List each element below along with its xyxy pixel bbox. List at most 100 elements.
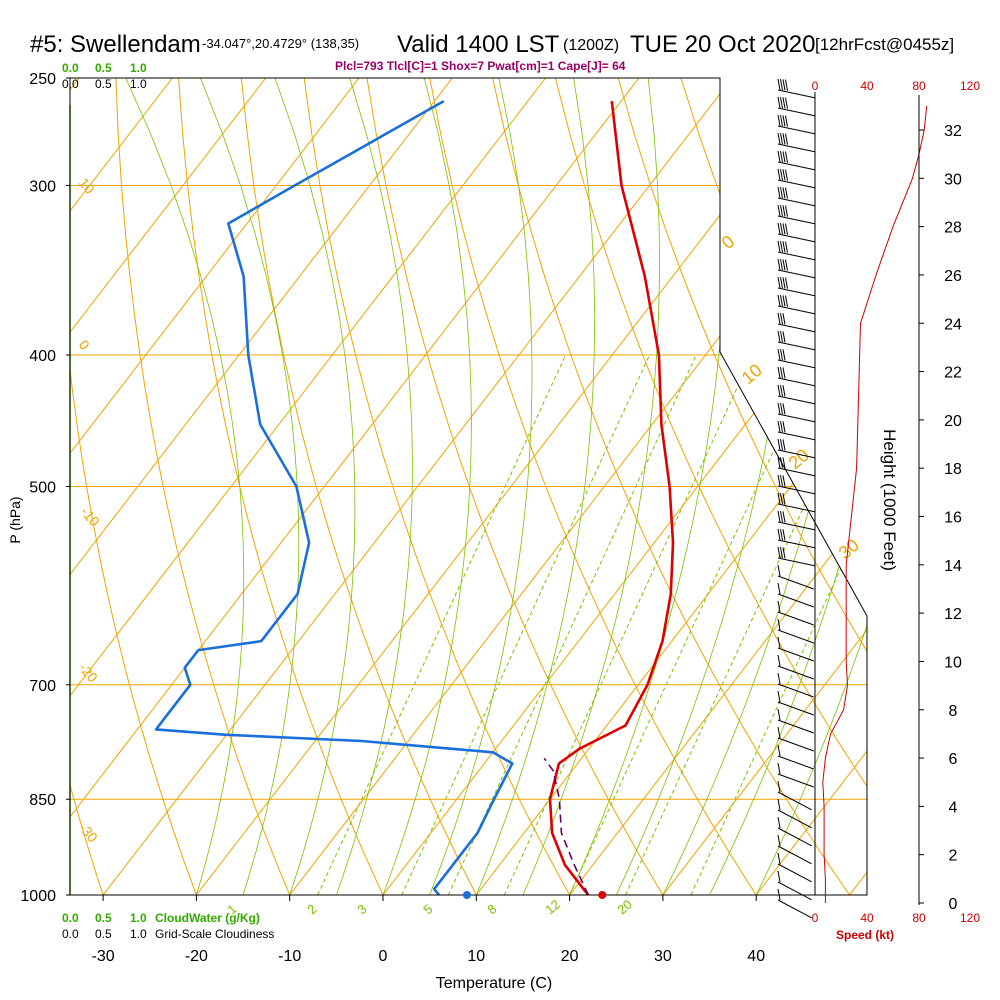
y-tick-label: 250: [29, 71, 56, 88]
wind-barb: [777, 323, 816, 333]
wind-barb-flag: [782, 277, 786, 289]
wind-barb: [777, 467, 816, 477]
wind-barb: [777, 773, 814, 788]
wind-barb: [777, 305, 816, 315]
wind-barb-flag: [782, 385, 786, 397]
moist-adiabat: [475, 78, 596, 895]
valid-time: Valid 1400 LST: [397, 31, 560, 58]
y-tick-label: 500: [29, 480, 56, 497]
wind-barb: [777, 431, 816, 441]
x-tick-label: 0: [379, 948, 388, 965]
wind-barb-flag: [780, 367, 783, 379]
wind-barb-flag: [780, 295, 783, 307]
wind-barb-flag: [780, 241, 783, 253]
cloudwater-tick-top: 1.0: [130, 61, 147, 75]
height-tick-label: 0: [949, 896, 958, 913]
wind-barb: [777, 575, 814, 590]
speed-tick-top: 120: [960, 79, 980, 93]
forecast-info: [12hrFcst@0455z]: [815, 35, 954, 54]
wind-barb-flag: [782, 97, 786, 109]
speed-tick-bottom: 40: [860, 911, 874, 925]
moist-adiabat: [429, 78, 533, 895]
wind-barb-flag: [777, 222, 781, 235]
isotherm-line: [70, 78, 360, 895]
wind-barb: [777, 683, 814, 698]
wind-barb-flag: [777, 114, 781, 127]
wind-barb-flag: [777, 258, 781, 271]
cloudiness-tick-bottom: 1.0: [130, 927, 147, 941]
wind-barb-flag: [777, 600, 781, 613]
wind-barb-flag: [777, 240, 781, 253]
wind-barb-flag: [777, 618, 781, 631]
wind-barb: [777, 611, 814, 626]
wind-barb-flag: [780, 97, 783, 109]
wind-barb-flag: [785, 223, 788, 235]
wind-barb-flag: [785, 79, 788, 91]
isotherm-line: [70, 78, 267, 895]
wind-barb-flag: [777, 150, 781, 163]
moist-adiabat: [200, 78, 300, 895]
wind-barb-flag: [777, 870, 781, 883]
wind-barb-flag: [777, 456, 781, 469]
isotherm-line: [70, 78, 640, 895]
wind-barb-flag: [780, 259, 783, 271]
isotherm-line: [662, 78, 867, 895]
x-axis-label: Temperature (C): [436, 975, 552, 992]
wind-barb-flag: [780, 493, 783, 505]
mixing-ratio-label: 8: [484, 901, 499, 917]
wind-barb-flag: [777, 294, 781, 307]
wind-barb: [777, 413, 816, 423]
height-tick-label: 24: [944, 316, 962, 333]
y-tick-label: 700: [29, 678, 56, 695]
mixing-ratio-label: 2: [304, 901, 319, 917]
parcel-path: [543, 757, 590, 895]
isotherm-label: 10: [76, 175, 98, 197]
wind-barb: [777, 215, 816, 225]
wind-barb-flag: [782, 529, 786, 541]
wind-barb-flag: [782, 241, 786, 253]
wind-barb-flag: [777, 384, 781, 397]
dry-adiabat: [303, 78, 571, 895]
wind-barb-flag: [785, 151, 788, 163]
y-tick-label: 300: [29, 178, 56, 195]
x-tick-label: -30: [92, 948, 115, 965]
wind-barb-flag: [777, 762, 781, 775]
wind-barb-flag: [780, 349, 783, 361]
wind-barb: [777, 269, 816, 279]
isotherm-label: -20: [76, 660, 101, 686]
wind-barb-flag: [785, 97, 788, 109]
wind-barb-flag: [777, 96, 781, 109]
cloudwater-tick-bottom: 1.0: [130, 911, 147, 925]
moist-adiabat: [382, 78, 472, 895]
wind-barb-flag: [777, 420, 781, 433]
wind-barb-flag: [777, 726, 781, 739]
height-tick-label: 6: [949, 751, 958, 768]
wind-barb-flag: [782, 295, 786, 307]
wind-barb: [777, 143, 816, 153]
mixing-ratio-label: 5: [420, 901, 435, 917]
wind-barb: [777, 251, 816, 261]
wind-barb-flag: [777, 186, 781, 199]
dry-adiabat: [70, 78, 104, 895]
cloudiness-tick-bottom: 0.5: [95, 927, 112, 941]
wind-barb: [777, 881, 812, 901]
moist-adiabat: [522, 78, 660, 895]
x-tick-label: 40: [747, 948, 765, 965]
wind-barb-flag: [777, 348, 781, 361]
isotherm-line: [475, 78, 867, 895]
wind-barb: [777, 107, 816, 117]
dry-adiabat: [429, 78, 757, 895]
wind-barb-flag: [780, 115, 783, 127]
height-tick-label: 8: [949, 703, 958, 720]
wind-barb: [777, 629, 814, 644]
wind-barb-flag: [777, 330, 781, 343]
wind-barb-flag: [782, 547, 786, 559]
dry-adiabat: [178, 78, 384, 895]
valid-utc: (1200Z): [563, 37, 619, 54]
wind-barb-flag: [780, 403, 783, 415]
wind-barb: [777, 197, 816, 207]
wind-barb-flag: [782, 421, 786, 433]
wind-barb-flag: [777, 582, 781, 595]
